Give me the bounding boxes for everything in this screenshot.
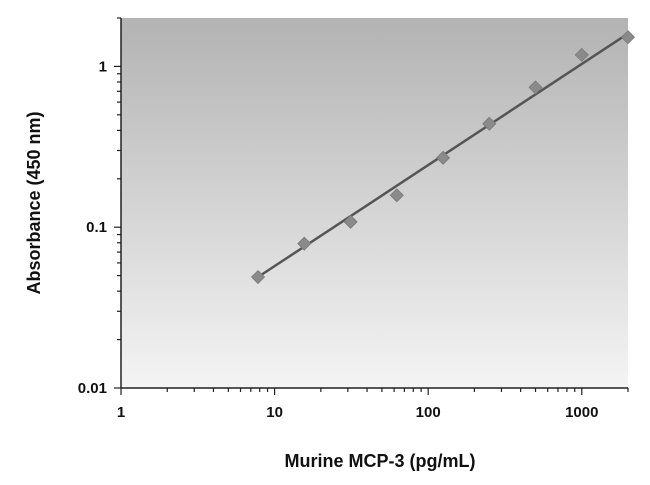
x-tick-label: 1000 <box>565 404 598 421</box>
x-tick-label: 10 <box>266 404 283 421</box>
y-tick-label: 1 <box>99 58 107 75</box>
y-axis-ticks: 0.01 0.1 1 <box>78 17 121 397</box>
data-point <box>528 80 543 95</box>
data-points <box>250 30 636 285</box>
x-tick-label: 100 <box>416 404 441 421</box>
x-axis-title: Murine MCP-3 (pg/mL) <box>285 451 476 471</box>
data-point <box>482 116 497 131</box>
data-point <box>435 150 451 165</box>
data-point <box>620 30 636 45</box>
y-tick-label: 0.1 <box>86 219 107 236</box>
y-tick-label: 0.01 <box>78 380 107 397</box>
x-axis-ticks: 1 10 100 1000 <box>117 388 629 421</box>
data-point <box>297 236 312 251</box>
plot-area <box>121 18 628 388</box>
data-point <box>574 47 589 62</box>
x-tick-label: 1 <box>117 404 125 421</box>
data-point <box>250 269 266 285</box>
y-axis-title: Absorbance (450 nm) <box>24 111 44 294</box>
data-point <box>389 188 404 203</box>
data-point <box>343 214 358 229</box>
